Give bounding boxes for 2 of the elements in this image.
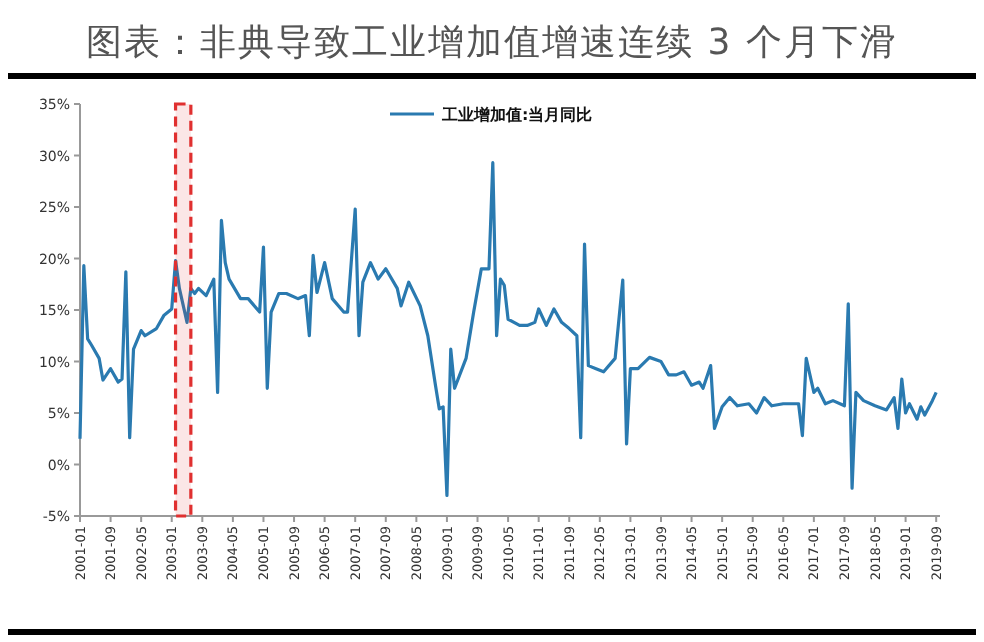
title: 图表：非典导致工业增加值增速连续 3 个月下滑 — [86, 22, 898, 64]
legend-label: 工业增加值:当月同比 — [440, 106, 593, 124]
